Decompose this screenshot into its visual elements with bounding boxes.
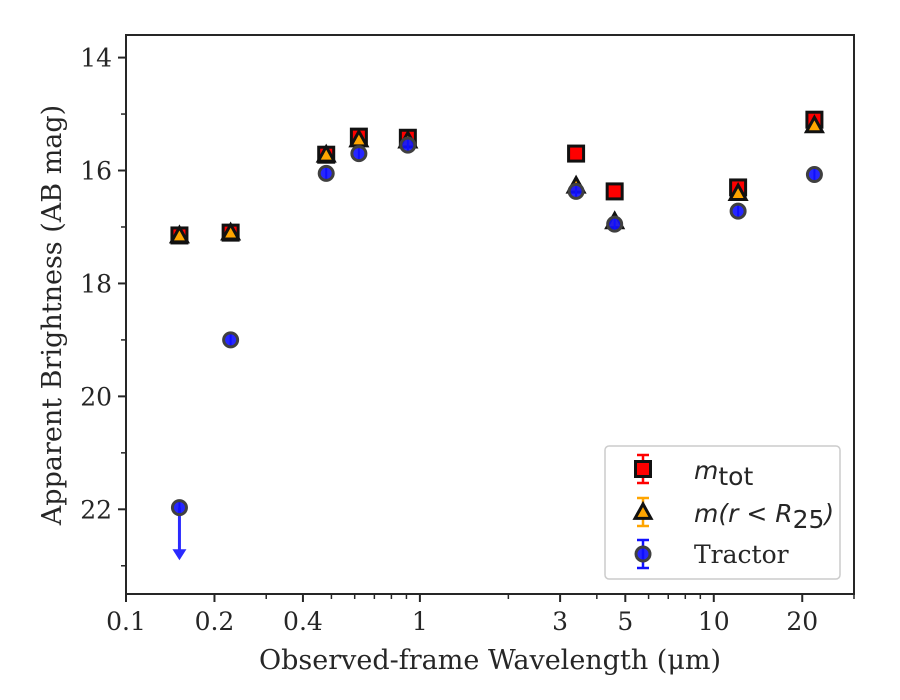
- y-axis-label: Apparent Brightness (AB mag): [37, 105, 68, 526]
- y-tick-label: 16: [80, 157, 112, 186]
- point-m-r25: [220, 221, 242, 241]
- point-m-r25: [315, 143, 337, 163]
- x-tick-label: 5: [617, 607, 633, 636]
- point-tractor: [805, 165, 823, 183]
- point-tractor: [170, 499, 188, 517]
- legend-box: [604, 445, 841, 580]
- x-tick-label: 20: [786, 607, 818, 636]
- point-m-r25: [168, 224, 190, 244]
- marks-layer: [168, 110, 825, 561]
- point-tractor: [567, 182, 585, 200]
- legend-marker-mtot: [634, 460, 652, 478]
- y-tick-label: 22: [80, 495, 112, 524]
- x-axis-label: Observed-frame Wavelength (μm): [259, 645, 721, 676]
- y-tick-label: 18: [80, 269, 112, 298]
- ticks-layer: 0.1 0.2 0.4 1 3 5 10 20 14 16 18 20 22: [80, 44, 855, 636]
- upper-limit-arrow-head: [172, 549, 187, 561]
- y-tick-label: 14: [80, 44, 112, 73]
- plot-frame: [125, 34, 855, 595]
- point-tractor: [350, 145, 368, 163]
- x-tick-label: 3: [552, 607, 568, 636]
- point-mtot: [605, 182, 624, 201]
- point-tractor: [222, 331, 240, 349]
- x-tick-label: 1: [412, 607, 428, 636]
- y-tick-label: 20: [80, 382, 112, 411]
- x-tick-label: 0.1: [106, 607, 146, 636]
- point-tractor: [606, 215, 624, 233]
- legend-label-tractor: Tractor: [694, 540, 789, 569]
- legend: mtot m(r < R25) Tractor: [604, 445, 841, 580]
- legend-label-mtot: mtot: [694, 456, 753, 491]
- point-tractor: [317, 164, 335, 182]
- legend-marker-m-r25: [632, 500, 654, 520]
- x-tick-label: 10: [698, 607, 730, 636]
- point-tractor: [729, 202, 747, 220]
- series-tractor: [170, 136, 823, 561]
- point-mtot: [567, 144, 586, 163]
- point-tractor: [399, 136, 417, 154]
- point-m-r25: [727, 182, 749, 202]
- legend-label-m-r25: m(r < R25): [694, 499, 834, 534]
- x-tick-label: 0.4: [283, 607, 323, 636]
- x-tick-label: 0.2: [195, 607, 235, 636]
- legend-markers: [632, 453, 654, 570]
- point-m-r25: [803, 114, 825, 134]
- legend-marker-tractor: [634, 545, 652, 563]
